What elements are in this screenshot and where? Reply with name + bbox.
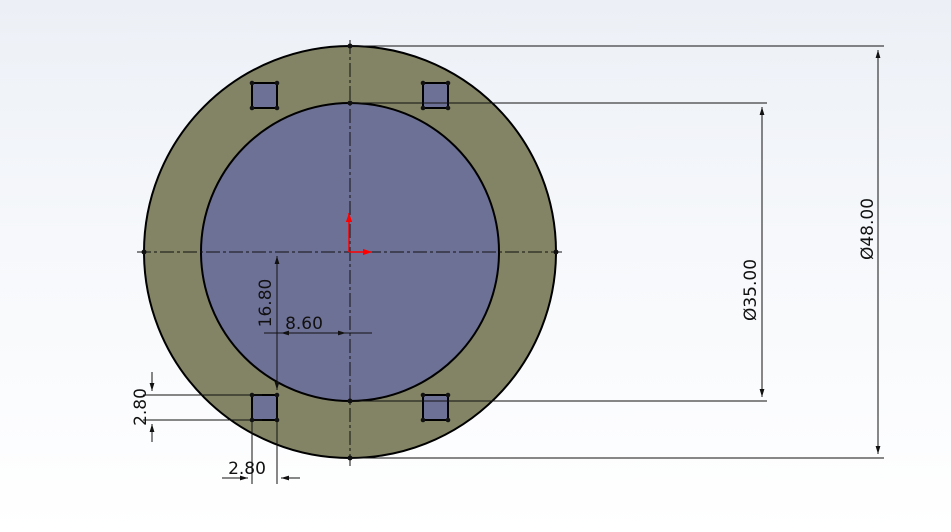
slot-height-label: 2.80: [131, 388, 151, 426]
dimension-slot-height[interactable]: 2.80: [131, 372, 262, 442]
slot-width-label: 2.80: [228, 459, 266, 479]
outer-diameter-label: Ø48.00: [858, 198, 878, 260]
dimension-slot-width[interactable]: 2.80: [222, 410, 300, 484]
dimension-inner-diameter[interactable]: Ø35.00: [350, 102, 767, 402]
sketch-points: [141, 43, 559, 461]
inner-diameter-label: Ø35.00: [741, 259, 761, 321]
slot-bottom-left[interactable]: [251, 394, 278, 421]
slot-top-left[interactable]: [251, 82, 278, 109]
dimension-slot-vertical-offset[interactable]: 16.80: [256, 256, 280, 390]
dimension-slot-horizontal-offset[interactable]: 8.60: [264, 314, 372, 336]
slot-vertical-offset-label: 16.80: [256, 279, 276, 328]
slot-horizontal-offset-label: 8.60: [285, 314, 323, 334]
dimension-outer-diameter[interactable]: Ø48.00: [350, 45, 884, 459]
origin-icon: [345, 213, 372, 256]
slots: [251, 82, 449, 421]
slot-bottom-right[interactable]: [422, 394, 449, 421]
slot-top-right[interactable]: [422, 82, 449, 109]
